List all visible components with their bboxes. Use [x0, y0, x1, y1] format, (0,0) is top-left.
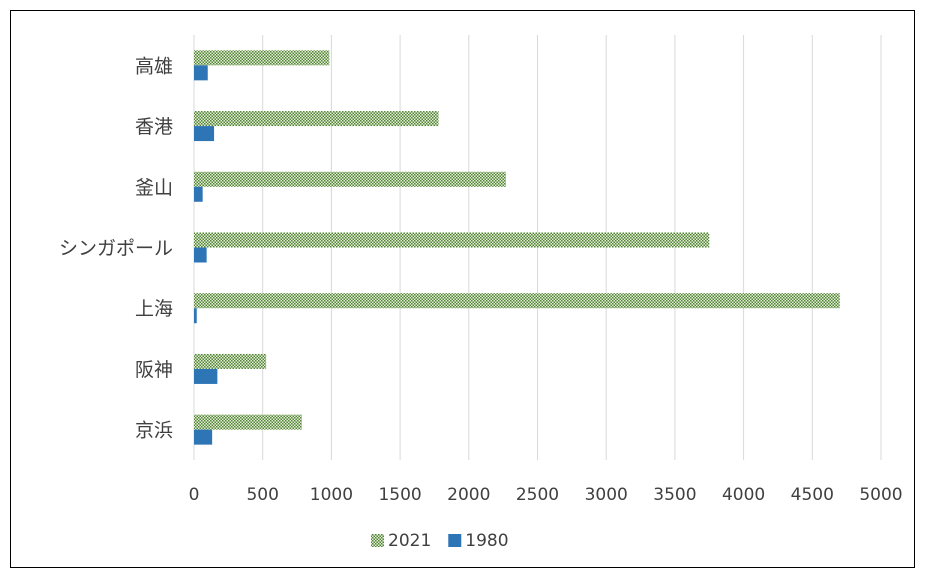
- category-label: 阪神: [135, 359, 173, 381]
- x-tick-label: 3500: [653, 485, 696, 505]
- x-tick-label: 0: [189, 485, 200, 505]
- bar-1980-6: [194, 429, 213, 445]
- gridlines: [193, 35, 882, 460]
- x-tick-label: 3000: [585, 485, 628, 505]
- bar-2021-4: [194, 293, 840, 309]
- x-tick-label: 5000: [859, 485, 902, 505]
- bar-1980-3: [194, 247, 207, 263]
- bar-1980-0: [194, 65, 208, 81]
- bar-1980-2: [194, 186, 203, 202]
- legend-swatch-1980: [448, 534, 462, 547]
- category-label: 高雄: [135, 55, 173, 77]
- x-tick-label: 2500: [516, 485, 559, 505]
- category-label: 上海: [135, 298, 173, 320]
- category-label: 釜山: [135, 177, 173, 199]
- bar-1980-1: [194, 126, 215, 142]
- bar-2021-6: [194, 414, 302, 430]
- legend-label: 2021: [388, 531, 431, 551]
- x-tick-label: 2000: [447, 485, 490, 505]
- bar-1980-5: [194, 368, 218, 384]
- legend-label: 1980: [465, 531, 508, 551]
- x-tick-label: 1000: [310, 485, 353, 505]
- bars: [194, 50, 840, 445]
- bar-2021-5: [194, 353, 267, 369]
- chart-frame: [10, 10, 915, 568]
- bar-2021-1: [194, 111, 439, 127]
- legend-swatch-2021: [371, 534, 384, 547]
- bar-1980-4: [194, 308, 197, 324]
- category-label: 香港: [135, 116, 173, 138]
- x-tick-label: 500: [246, 485, 278, 505]
- bar-2021-0: [194, 50, 330, 66]
- bar-2021-2: [194, 171, 506, 187]
- category-label: 京浜: [135, 420, 173, 442]
- x-tick-label: 4000: [722, 485, 765, 505]
- x-tick-label: 1500: [378, 485, 421, 505]
- bar-2021-3: [194, 232, 710, 248]
- value-axis: 0 500 1000 1500 2000 2500 3000 3500 4000 4500 5000: [189, 485, 903, 505]
- x-tick-label: 4500: [791, 485, 834, 505]
- legend: 2021 1980: [371, 531, 509, 551]
- category-label: シンガポール: [59, 238, 173, 260]
